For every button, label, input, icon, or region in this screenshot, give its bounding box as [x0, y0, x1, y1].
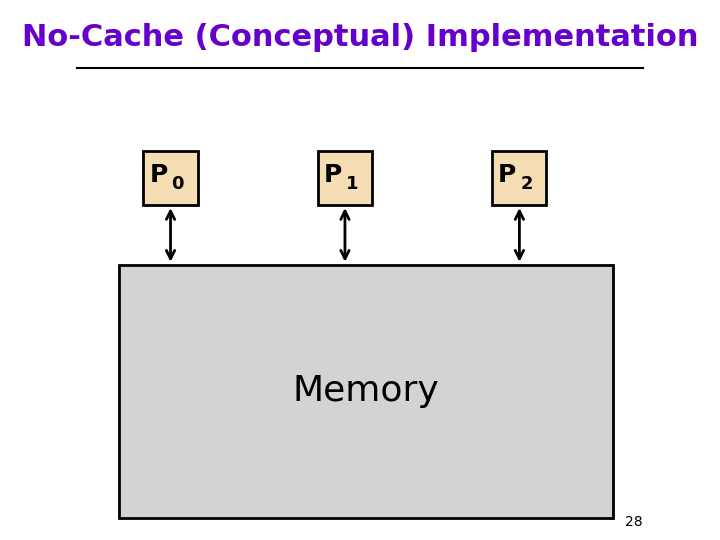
FancyBboxPatch shape: [143, 151, 197, 205]
Text: 28: 28: [625, 515, 643, 529]
Text: Memory: Memory: [292, 375, 439, 408]
Text: P: P: [149, 164, 168, 187]
Text: 2: 2: [521, 174, 533, 193]
Text: 1: 1: [346, 174, 359, 193]
Text: 0: 0: [171, 174, 184, 193]
FancyBboxPatch shape: [318, 151, 372, 205]
FancyBboxPatch shape: [120, 265, 613, 518]
Text: No-Cache (Conceptual) Implementation: No-Cache (Conceptual) Implementation: [22, 23, 698, 52]
Text: P: P: [498, 164, 516, 187]
FancyBboxPatch shape: [492, 151, 546, 205]
Text: P: P: [324, 164, 342, 187]
